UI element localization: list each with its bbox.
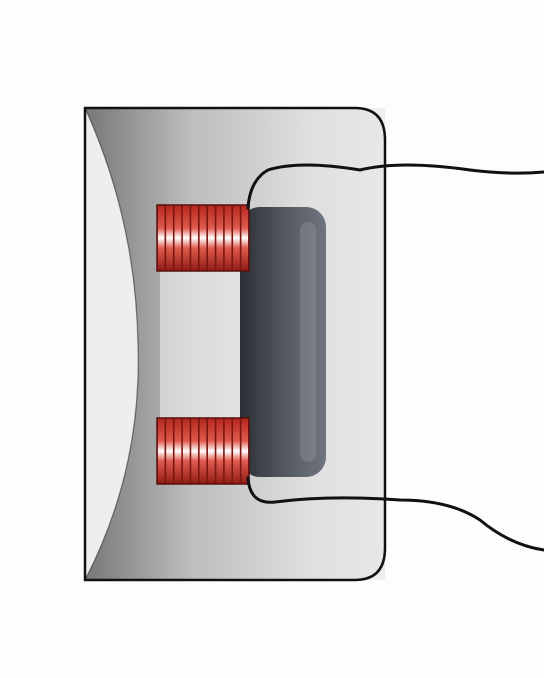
coil-bottom-turn [216,418,224,484]
coil-bottom-outline [156,417,250,485]
lead-wire-top [246,163,544,210]
coil-bottom-turn [174,418,182,484]
coil-top-turn [166,205,173,271]
coil-bottom-turn [199,418,207,484]
coil-bottom-turn [191,418,199,484]
coil-top-turn [199,205,207,271]
core-window [160,225,262,430]
housing-outline [83,106,387,582]
coil-top [156,204,250,272]
coil-bottom-turn [182,418,190,484]
coil-top-turn [241,205,249,271]
coil-bottom-turn [157,418,165,484]
armature-highlight [300,222,316,462]
coil-top-turn [216,205,224,271]
coil-top-turn [233,205,240,271]
coil-top-outline [156,204,250,272]
armature-bar [240,207,326,477]
coil-top-turn [157,205,165,271]
coil-bottom-turn [166,418,173,484]
coil-top-turn [224,205,232,271]
coil-bottom [156,417,250,485]
coil-top-turn [182,205,190,271]
coil-top-turn [191,205,199,271]
coil-top-turn [207,205,215,271]
coil-bottom-turn [207,418,215,484]
coil-bottom-turn [224,418,232,484]
coil-bottom-turn [233,418,240,484]
coil-top-turn [174,205,182,271]
coil-bottom-turn [241,418,249,484]
lead-wire-bottom [246,476,544,552]
core-concave-face [84,107,139,581]
